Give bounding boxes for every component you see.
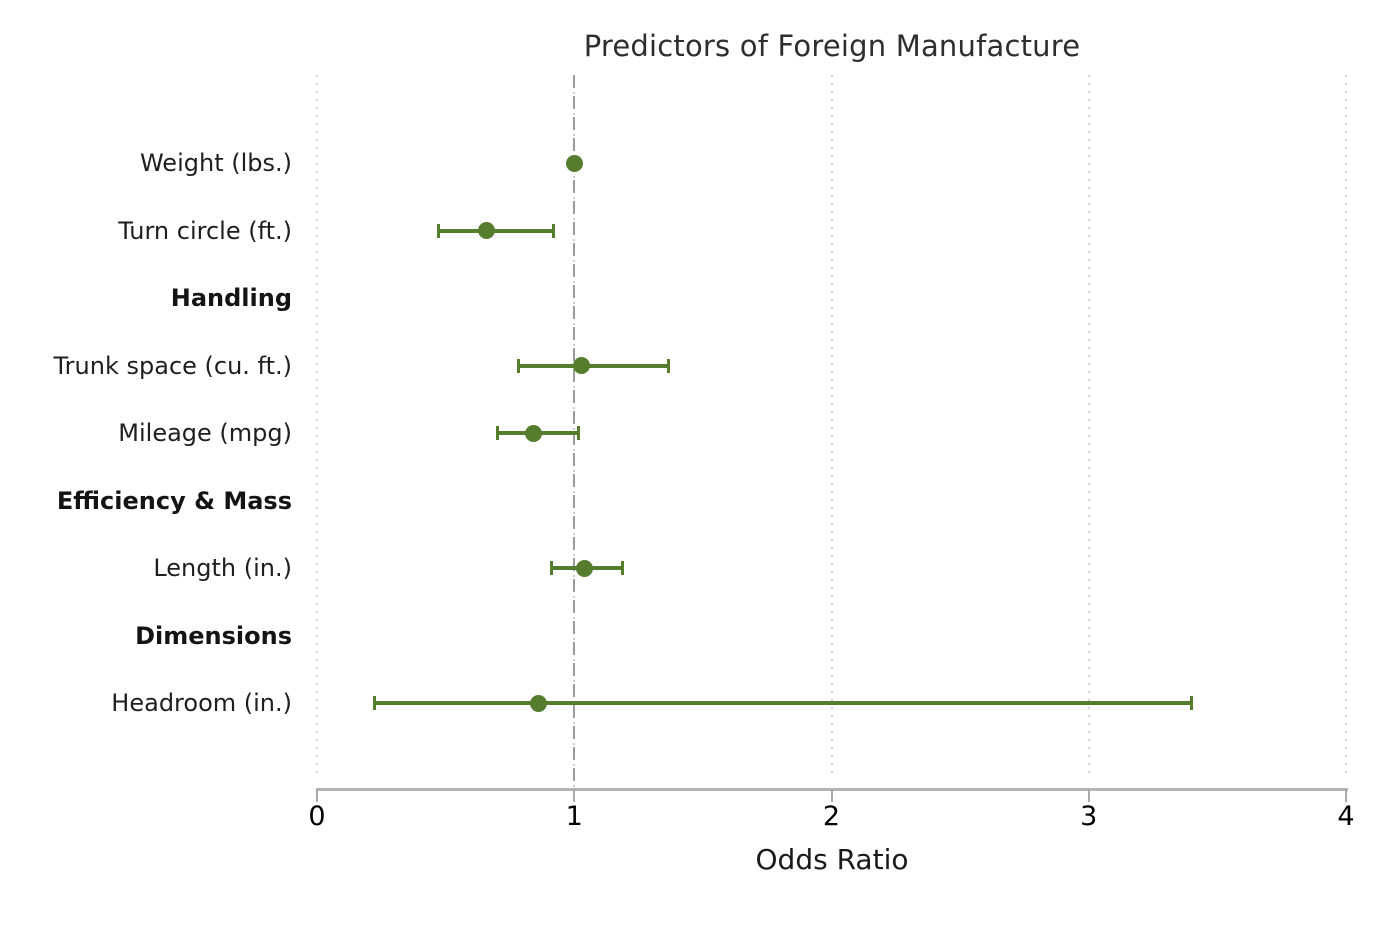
ci-cap-low — [496, 426, 500, 440]
x-axis-tick — [1345, 789, 1347, 802]
plot-area — [316, 75, 1347, 791]
ci-cap-low — [550, 561, 554, 575]
vertical-gridline — [1087, 75, 1090, 775]
ci-cap-low — [372, 696, 376, 710]
x-tick-label: 0 — [308, 801, 326, 832]
x-axis-tick — [830, 789, 833, 802]
x-tick-label: 2 — [822, 801, 841, 832]
vertical-gridline — [1345, 75, 1347, 775]
y-axis-label: Length (in.) — [153, 554, 292, 582]
ci-cap-high — [621, 561, 625, 575]
y-axis-label: Mileage (mpg) — [118, 419, 292, 447]
confidence-interval-line — [517, 363, 670, 368]
point-estimate-marker — [524, 424, 542, 442]
y-axis-group-header: Dimensions — [135, 621, 292, 650]
x-axis-tick — [316, 789, 318, 802]
y-axis-group-header: Handling — [170, 284, 292, 312]
y-axis-label: Headroom (in.) — [111, 689, 292, 717]
y-axis-label: Turn circle (ft.) — [118, 216, 292, 245]
x-axis-tick — [1087, 789, 1090, 802]
point-estimate-marker — [529, 694, 547, 712]
x-axis-title: Odds Ratio — [755, 843, 909, 876]
confidence-interval-line — [437, 228, 554, 233]
ci-cap-high — [1189, 696, 1193, 710]
point-estimate-marker — [565, 154, 583, 172]
ci-cap-low — [516, 358, 520, 373]
y-axis-label: Weight (lbs.) — [139, 149, 292, 177]
x-tick-label: 3 — [1080, 801, 1098, 832]
point-estimate-marker — [478, 222, 496, 239]
vertical-gridline — [830, 75, 833, 775]
x-axis-tick — [573, 789, 576, 802]
confidence-interval-line — [373, 701, 1192, 705]
ci-cap-high — [577, 426, 581, 440]
ci-cap-high — [551, 223, 555, 238]
point-estimate-marker — [576, 559, 594, 577]
y-axis-group-header: Efficiency & Mass — [56, 486, 292, 515]
x-tick-label: 4 — [1337, 801, 1355, 832]
ci-cap-high — [667, 358, 671, 373]
x-tick-label: 1 — [565, 801, 583, 832]
chart-title: Predictors of Foreign Manufacture — [583, 29, 1081, 63]
y-axis-label: Trunk space (cu. ft.) — [53, 351, 292, 380]
vertical-gridline — [316, 75, 318, 775]
point-estimate-marker — [573, 357, 591, 374]
ci-cap-low — [436, 223, 440, 238]
